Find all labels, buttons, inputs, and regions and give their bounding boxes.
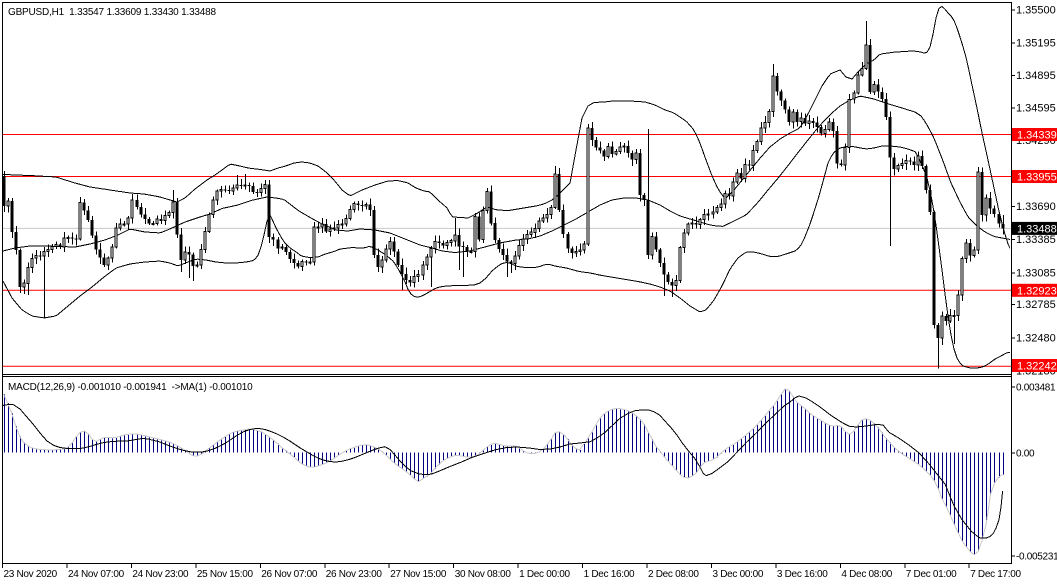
- svg-text:23 Nov 2020: 23 Nov 2020: [4, 569, 58, 580]
- svg-text:3 Dec 16:00: 3 Dec 16:00: [777, 569, 828, 580]
- svg-text:26 Nov 23:00: 26 Nov 23:00: [326, 569, 383, 580]
- svg-text:25 Nov 15:00: 25 Nov 15:00: [197, 569, 254, 580]
- svg-text:1.35500: 1.35500: [1016, 5, 1056, 17]
- svg-text:1.32242: 1.32242: [1017, 361, 1057, 373]
- svg-text:0.003481: 0.003481: [1016, 383, 1056, 394]
- svg-text:1.33690: 1.33690: [1016, 201, 1056, 213]
- svg-text:1.32785: 1.32785: [1016, 299, 1056, 311]
- svg-text:1.33385: 1.33385: [1016, 234, 1056, 246]
- svg-text:1.32480: 1.32480: [1016, 333, 1056, 345]
- svg-text:GBPUSD,H1 1.33547 1.33609 1.3: GBPUSD,H1 1.33547 1.33609 1.33430 1.3348…: [8, 7, 217, 18]
- svg-text:MACD(12,26,9) -0.001010 -0.001: MACD(12,26,9) -0.001010 -0.001941 ->MA(1…: [8, 382, 253, 393]
- svg-text:-0.005231: -0.005231: [1016, 552, 1057, 563]
- svg-text:1.33955: 1.33955: [1017, 172, 1057, 184]
- svg-text:1.32923: 1.32923: [1017, 285, 1057, 297]
- svg-text:2 Dec 08:00: 2 Dec 08:00: [648, 569, 699, 580]
- svg-text:1.34339: 1.34339: [1017, 130, 1057, 142]
- svg-text:3 Dec 00:00: 3 Dec 00:00: [713, 569, 764, 580]
- svg-text:4 Dec 08:00: 4 Dec 08:00: [841, 569, 892, 580]
- svg-text:7 Dec 17:00: 7 Dec 17:00: [970, 569, 1021, 580]
- svg-text:1.33488: 1.33488: [1017, 223, 1057, 235]
- svg-text:7 Dec 01:00: 7 Dec 01:00: [906, 569, 957, 580]
- svg-text:1.34595: 1.34595: [1016, 103, 1056, 115]
- svg-text:24 Nov 07:00: 24 Nov 07:00: [68, 569, 125, 580]
- svg-text:1.35195: 1.35195: [1016, 38, 1056, 50]
- svg-text:1 Dec 16:00: 1 Dec 16:00: [584, 569, 635, 580]
- svg-text:1.34895: 1.34895: [1016, 70, 1056, 82]
- svg-text:1.33085: 1.33085: [1016, 268, 1056, 280]
- svg-text:27 Nov 15:00: 27 Nov 15:00: [390, 569, 447, 580]
- svg-text:26 Nov 07:00: 26 Nov 07:00: [261, 569, 318, 580]
- svg-text:0.00: 0.00: [1016, 448, 1035, 459]
- svg-text:24 Nov 23:00: 24 Nov 23:00: [132, 569, 189, 580]
- svg-text:1 Dec 00:00: 1 Dec 00:00: [519, 569, 570, 580]
- svg-text:30 Nov 08:00: 30 Nov 08:00: [455, 569, 512, 580]
